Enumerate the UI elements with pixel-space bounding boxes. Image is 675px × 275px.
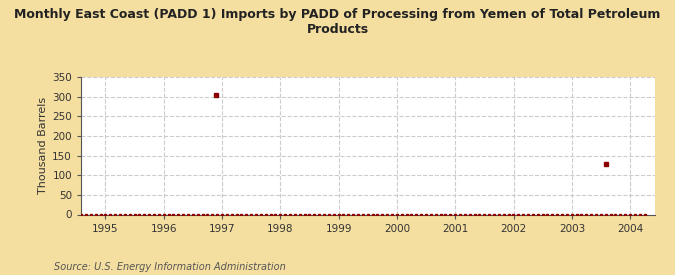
Text: Source: U.S. Energy Information Administration: Source: U.S. Energy Information Administ… xyxy=(54,262,286,272)
Y-axis label: Thousand Barrels: Thousand Barrels xyxy=(38,97,48,194)
Text: Monthly East Coast (PADD 1) Imports by PADD of Processing from Yemen of Total Pe: Monthly East Coast (PADD 1) Imports by P… xyxy=(14,8,661,36)
